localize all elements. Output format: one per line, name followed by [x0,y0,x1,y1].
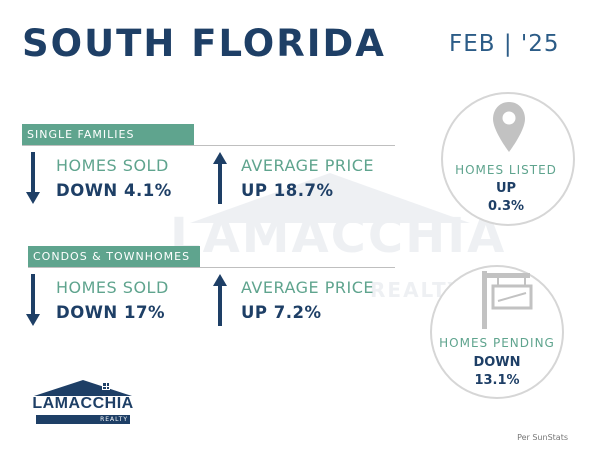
homes-listed-label: HOMES LISTED [455,163,557,177]
average-price-label: AVERAGE PRICE [241,156,374,175]
source-note: Per SunStats [517,433,568,442]
watermark-roof-icon [190,173,470,223]
watermark: LAMACCHIA REALTY [170,168,507,318]
homes-sold-value: DOWN 4.1% [56,181,172,200]
homes-listed-direction: UP [495,181,517,196]
homes-listed-value: 0.3% [487,199,525,214]
average-price-label: AVERAGE PRICE [241,278,374,297]
section-rule [22,145,395,146]
homes-pending-value: 13.1% [474,373,520,388]
arrow-up-icon [213,152,227,204]
logo-sub: REALTY [36,415,130,424]
arrow-up-icon [213,274,227,326]
section-rule [28,267,395,268]
section-band-single-families: SINGLE FAMILIES [22,124,194,145]
for-sale-sign-icon [482,271,533,329]
section-band-condos: CONDOS & TOWNHOMES [28,246,200,267]
average-price-value: UP 18.7% [241,181,334,200]
report-date: FEB | '25 [449,31,560,57]
logo-name: LAMACCHIA [32,395,134,412]
logo-roof-icon [34,380,132,396]
average-price-value: UP 7.2% [241,303,322,322]
page-title: SOUTH FLORIDA [22,22,386,65]
homes-sold-label: HOMES SOLD [56,278,169,297]
company-logo: LAMACCHIA REALTY [30,378,136,430]
arrow-down-icon [26,274,40,326]
homes-pending-direction: DOWN [473,355,521,370]
homes-sold-value: DOWN 17% [56,303,165,322]
homes-sold-label: HOMES SOLD [56,156,169,175]
arrow-down-icon [26,152,40,204]
map-pin-icon [493,102,525,152]
watermark-text: LAMACCHIA [170,208,507,264]
homes-pending-label: HOMES PENDING [439,336,555,350]
